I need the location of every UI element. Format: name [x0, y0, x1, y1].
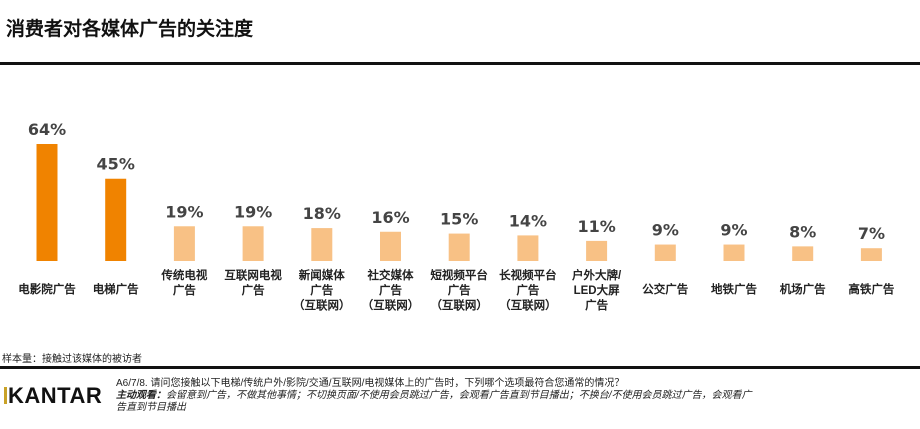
- question-note: A6/7/8. 请问您接触以下电梯/传统户外/影院/交通/互联网/电视媒体上的广…: [116, 378, 756, 414]
- value-label: 11%: [577, 217, 615, 236]
- kantar-logo: KANTAR: [4, 383, 102, 409]
- category-label: 广告: [516, 283, 539, 297]
- category-label: （互联网）: [293, 298, 351, 312]
- bar: [173, 226, 195, 261]
- bar: [723, 244, 745, 261]
- value-label: 7%: [858, 224, 885, 243]
- category-label: 新闻媒体: [299, 268, 345, 282]
- value-label: 14%: [509, 211, 547, 230]
- bar: [586, 240, 608, 261]
- category-label: 社交媒体: [367, 268, 414, 282]
- bar: [242, 226, 264, 261]
- category-label: （互联网）: [430, 298, 488, 312]
- bar: [105, 178, 127, 261]
- value-label: 16%: [371, 208, 409, 227]
- category-label: 广告: [242, 283, 265, 297]
- category-label: 广告: [379, 283, 402, 297]
- value-label: 9%: [720, 221, 747, 240]
- value-label: 19%: [165, 202, 203, 221]
- category-label: 电影院广告: [18, 282, 76, 296]
- category-label: 公交广告: [642, 282, 688, 296]
- category-label: （互联网）: [362, 298, 420, 312]
- category-label: 地铁广告: [711, 282, 757, 296]
- category-label: 电梯广告: [93, 282, 139, 296]
- value-label: 45%: [97, 155, 135, 174]
- bar-chart: 64%电影院广告45%电梯广告19%传统电视广告19%互联网电视广告18%新闻媒…: [18, 120, 895, 312]
- category-label: 互联网电视: [224, 268, 282, 282]
- value-label: 9%: [652, 221, 679, 240]
- definition-label: 主动观看：: [116, 390, 166, 401]
- value-label: 18%: [303, 204, 341, 223]
- bar: [448, 233, 470, 261]
- category-label: 广告: [173, 283, 196, 297]
- category-label: 机场广告: [780, 282, 826, 296]
- bar: [860, 248, 882, 261]
- category-label: 广告: [448, 283, 471, 297]
- category-label: 广告: [310, 283, 333, 297]
- top-divider: [0, 62, 920, 65]
- category-label: （互联网）: [499, 298, 557, 312]
- definition-text: 会留意到广告，不做其他事情；不切换页面/不使用会员跳过广告，会观看广告直到节目播…: [116, 390, 752, 413]
- value-label: 8%: [789, 222, 816, 241]
- question-text: A6/7/8. 请问您接触以下电梯/传统户外/影院/交通/互联网/电视媒体上的广…: [116, 378, 625, 389]
- bar: [36, 144, 58, 261]
- sample-note: 样本量：接触过该媒体的被访者: [2, 354, 142, 365]
- chart-title: 消费者对各媒体广告的关注度: [6, 19, 254, 40]
- category-label: 传统电视: [160, 268, 207, 282]
- bar: [380, 231, 401, 261]
- category-label: 广告: [585, 298, 608, 312]
- category-label: 长视频平台: [499, 268, 557, 282]
- value-label: 19%: [234, 202, 272, 221]
- category-label: LED大屏: [574, 283, 620, 297]
- value-label: 64%: [28, 120, 66, 139]
- category-label: 户外大牌/: [572, 268, 622, 282]
- bottom-divider: [0, 366, 920, 369]
- bar: [517, 235, 539, 261]
- category-label: 高铁广告: [848, 282, 894, 296]
- category-label: 短视频平台: [430, 268, 488, 282]
- bar: [654, 244, 676, 261]
- bar: [311, 228, 333, 261]
- value-label: 15%: [440, 210, 478, 229]
- bar: [792, 246, 814, 261]
